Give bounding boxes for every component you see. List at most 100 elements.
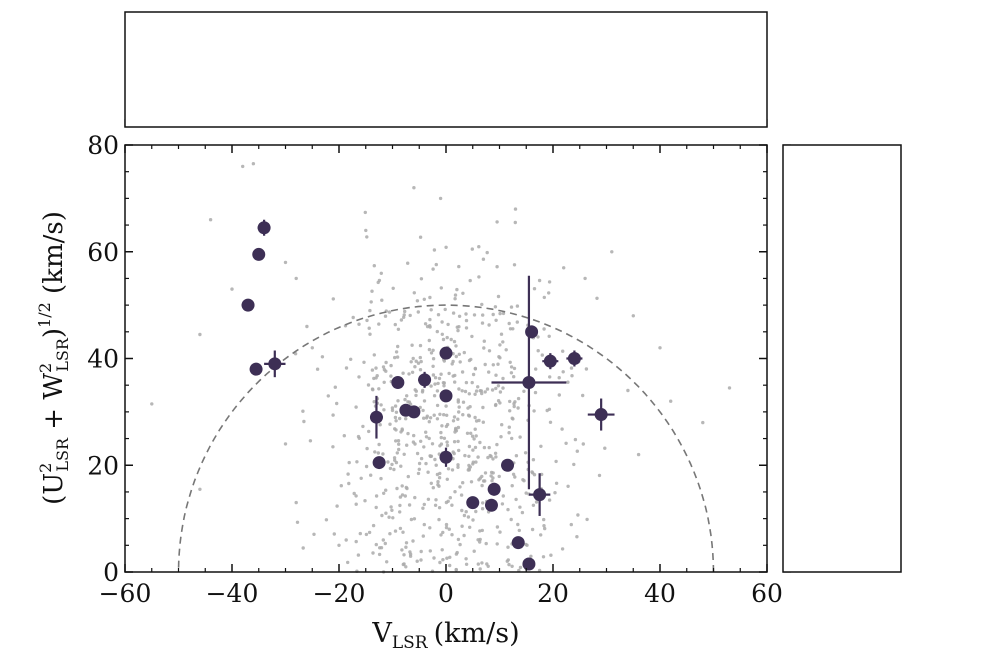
background-star-point [509, 371, 514, 375]
background-star-point [469, 357, 473, 362]
background-star-point [430, 442, 435, 446]
background-star-point [480, 483, 484, 488]
background-star-point [230, 287, 234, 291]
background-star-point [531, 471, 535, 475]
background-star-point [438, 560, 442, 565]
background-star-point [485, 250, 489, 255]
background-star-point [405, 443, 409, 447]
background-star-point [636, 452, 641, 457]
x-axis-label: VLSR (km/s) [371, 618, 519, 653]
background-star-point [427, 420, 431, 424]
background-star-point [478, 567, 482, 571]
background-star-point [369, 300, 373, 304]
background-star-point [496, 362, 500, 366]
background-star-point [461, 413, 465, 417]
background-star-point [531, 503, 536, 507]
background-star-point [365, 235, 369, 239]
background-star-point [415, 299, 420, 303]
background-star-point [472, 313, 477, 317]
background-star-point [569, 522, 573, 527]
background-star-point [597, 473, 602, 478]
background-star-point [417, 461, 422, 466]
background-star-point [342, 434, 346, 438]
background-star-point [331, 413, 335, 417]
background-star-point [402, 313, 406, 317]
background-star-point [560, 547, 565, 551]
background-star-point [374, 376, 378, 380]
background-star-point [458, 360, 462, 364]
background-star-point [406, 400, 410, 404]
background-star-point [442, 436, 447, 440]
background-star-point [462, 533, 466, 538]
background-star-point [411, 539, 415, 543]
sample-stars [241, 219, 615, 571]
background-star-point [505, 559, 509, 563]
background-star-point [498, 356, 502, 360]
background-star-point [310, 346, 314, 350]
background-star-point [383, 541, 387, 546]
background-star-point [464, 380, 469, 385]
background-star-point [283, 260, 288, 265]
background-star-point [464, 318, 469, 323]
background-star-point [428, 526, 432, 530]
background-star-point [428, 416, 433, 420]
background-star-point [354, 502, 358, 506]
background-star-point [532, 287, 537, 291]
background-star-point [493, 451, 498, 455]
background-star-point [448, 563, 452, 568]
background-star-point [549, 553, 553, 557]
background-star-point [510, 564, 514, 568]
background-star-point [389, 374, 393, 378]
background-star-point [470, 380, 474, 385]
x-tick-label: −40 [206, 579, 259, 608]
background-star-point [437, 517, 441, 522]
background-star-point [438, 196, 443, 201]
background-star-point [464, 312, 468, 316]
background-star-point [150, 402, 154, 406]
top-histogram [124, 11, 768, 128]
background-star-point [491, 363, 495, 367]
background-star-point [383, 314, 388, 318]
background-star-point [514, 497, 518, 502]
background-star-point [451, 419, 456, 423]
background-star-point [450, 533, 454, 537]
background-star-point [449, 337, 453, 342]
background-star-point [456, 328, 460, 333]
background-star-point [422, 502, 426, 507]
background-star-point [431, 348, 435, 352]
background-star-point [439, 533, 443, 537]
background-star-point [349, 357, 353, 361]
background-star-point [477, 478, 481, 482]
background-star-point [408, 402, 413, 406]
background-star-point [481, 405, 485, 410]
sample-star-point [391, 376, 405, 390]
background-star-point [473, 367, 478, 371]
background-star-point [357, 322, 361, 326]
background-star-point [436, 483, 440, 487]
background-star-point [474, 509, 478, 514]
background-star-point [561, 370, 565, 374]
background-star-point [371, 551, 375, 555]
background-star-point [364, 464, 369, 469]
background-star-point [453, 293, 458, 297]
background-star-point [471, 372, 476, 377]
background-star-point [560, 427, 564, 431]
background-star-point [393, 404, 398, 408]
background-star-point [466, 413, 471, 417]
background-star-point [576, 513, 580, 517]
background-star-point [481, 257, 486, 261]
background-star-point [533, 390, 538, 395]
sample-star-point [268, 357, 282, 371]
main-plot-area: −60 −40 −20 0 20 40 60 0 20 40 60 80 [87, 131, 783, 608]
background-star-point [512, 404, 516, 409]
background-star-point [512, 263, 517, 267]
background-star-point [424, 461, 428, 466]
background-star-point [447, 527, 451, 531]
background-star-point [391, 516, 395, 520]
background-star-point [427, 347, 432, 352]
background-star-point [416, 310, 420, 314]
background-star-point [377, 322, 381, 326]
background-star-point [476, 385, 480, 389]
background-star-point [362, 360, 366, 364]
background-star-point [461, 481, 465, 485]
